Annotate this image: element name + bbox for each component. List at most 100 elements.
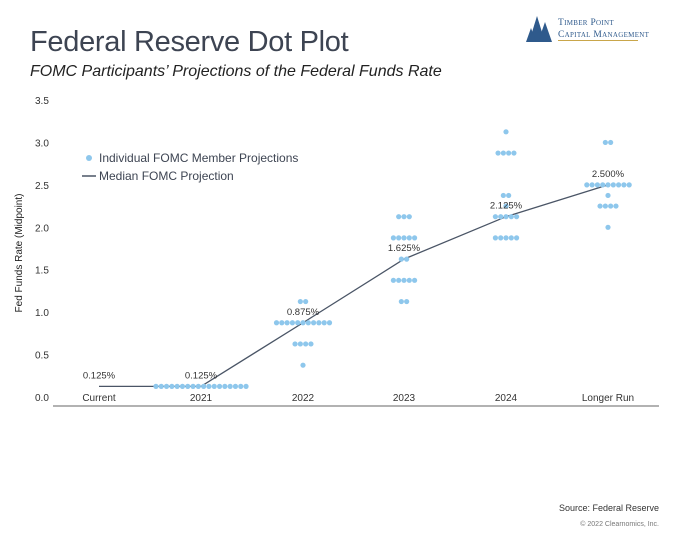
projection-dot (243, 383, 249, 389)
projection-dot (621, 182, 627, 188)
projection-dot (211, 383, 217, 389)
projection-dot (201, 383, 207, 389)
projection-dot (404, 298, 410, 305)
x-tick-label: 2021 (190, 393, 213, 404)
logo-line-2: Capital Management (558, 30, 650, 40)
chart-subtitle: FOMC Participants’ Projections of the Fe… (30, 63, 442, 80)
median-value-label: 1.625% (388, 243, 421, 254)
projection-dot (605, 224, 611, 230)
projection-dot (508, 235, 514, 241)
pine-trees-icon (526, 16, 552, 42)
projection-dot (610, 182, 616, 188)
projection-dot (503, 129, 509, 135)
y-tick-label: 1.0 (35, 308, 49, 319)
projection-dot (398, 256, 404, 262)
projection-dot (589, 182, 595, 188)
projection-dot (300, 320, 306, 326)
projection-dot (500, 150, 506, 156)
projection-dot (594, 182, 601, 188)
projection-dot (401, 277, 407, 283)
projection-dot (605, 182, 611, 188)
projection-dot (406, 214, 412, 220)
chart-title: Federal Reserve Dot Plot (30, 26, 349, 58)
projection-dot (396, 235, 402, 241)
projection-dot (311, 320, 317, 326)
y-tick-label: 0.5 (35, 351, 49, 362)
median-value-label: 2.125% (490, 201, 523, 212)
y-tick-label: 2.0 (35, 223, 49, 234)
projection-dot (514, 235, 520, 241)
projection-dot (295, 320, 301, 326)
projection-dot (492, 235, 498, 241)
projection-dot (195, 383, 201, 389)
median-value-label: 0.125% (185, 370, 218, 381)
projection-dot (401, 214, 407, 220)
projection-dot (321, 320, 327, 326)
logo-underline (558, 40, 638, 41)
projection-dot (412, 235, 418, 241)
logo-line-1: Timber Point (558, 18, 614, 28)
projection-dot (398, 298, 404, 305)
projection-dot (396, 277, 402, 283)
projection-dot (326, 320, 333, 326)
projection-dot (305, 320, 311, 326)
projection-dot (216, 383, 223, 389)
y-tick-label: 3.0 (35, 138, 49, 149)
legend-label-median: Median FOMC Projection (99, 169, 234, 183)
x-tick-label: Current (82, 393, 116, 404)
projection-dot (492, 214, 498, 220)
x-tick-label: 2024 (495, 393, 518, 404)
projection-dot (279, 320, 285, 326)
projection-dot (273, 320, 280, 326)
projection-dot (297, 298, 303, 305)
projection-dot (390, 277, 396, 283)
y-tick-label: 1.5 (35, 266, 49, 277)
projection-dot (616, 182, 622, 188)
projection-dot (396, 214, 402, 220)
projection-dot (406, 235, 412, 241)
projection-dot (608, 139, 614, 146)
projection-dot (297, 341, 303, 347)
y-tick-label: 0.0 (35, 393, 49, 404)
projection-dot (300, 362, 306, 368)
projection-dot (514, 214, 520, 220)
x-tick-label: 2022 (292, 393, 315, 404)
projection-dot (169, 383, 175, 389)
projection-dot (227, 383, 233, 389)
projection-dot (584, 182, 590, 188)
projection-dot (308, 341, 314, 347)
y-axis-label: Fed Funds Rate (Midpoint) (14, 194, 25, 313)
projection-dot (608, 203, 614, 209)
projection-dot (508, 214, 514, 220)
projection-dot (174, 383, 180, 389)
median-value-label: 2.500% (592, 169, 625, 180)
projection-dot (498, 214, 504, 220)
projection-dot (163, 383, 170, 389)
projection-dot (406, 277, 412, 283)
projection-dot (158, 383, 164, 389)
projection-dot (600, 182, 606, 188)
projection-dot (292, 341, 298, 347)
projection-dot (284, 320, 290, 326)
median-value-label: 0.125% (83, 370, 116, 381)
projection-dot (289, 320, 295, 326)
projection-dot (602, 139, 608, 146)
y-tick-label: 3.5 (35, 96, 49, 107)
projection-dot (316, 320, 322, 326)
projection-dot (303, 341, 309, 347)
projection-dot (206, 383, 212, 389)
projection-dot (613, 203, 619, 209)
projection-dot (605, 192, 611, 199)
projection-dot (506, 150, 512, 156)
projection-dot (626, 182, 632, 188)
x-tick-label: Longer Run (582, 393, 634, 404)
projection-dot (597, 203, 603, 209)
projection-dot (495, 150, 501, 156)
projection-dot (190, 383, 196, 389)
projection-dot (412, 277, 418, 283)
copyright-note: © 2022 Clearnomics, Inc. (580, 521, 659, 528)
projection-dot (232, 383, 239, 389)
source-note: Source: Federal Reserve (558, 503, 659, 513)
projection-dot (153, 383, 159, 389)
legend-label-dots: Individual FOMC Member Projections (99, 151, 298, 165)
